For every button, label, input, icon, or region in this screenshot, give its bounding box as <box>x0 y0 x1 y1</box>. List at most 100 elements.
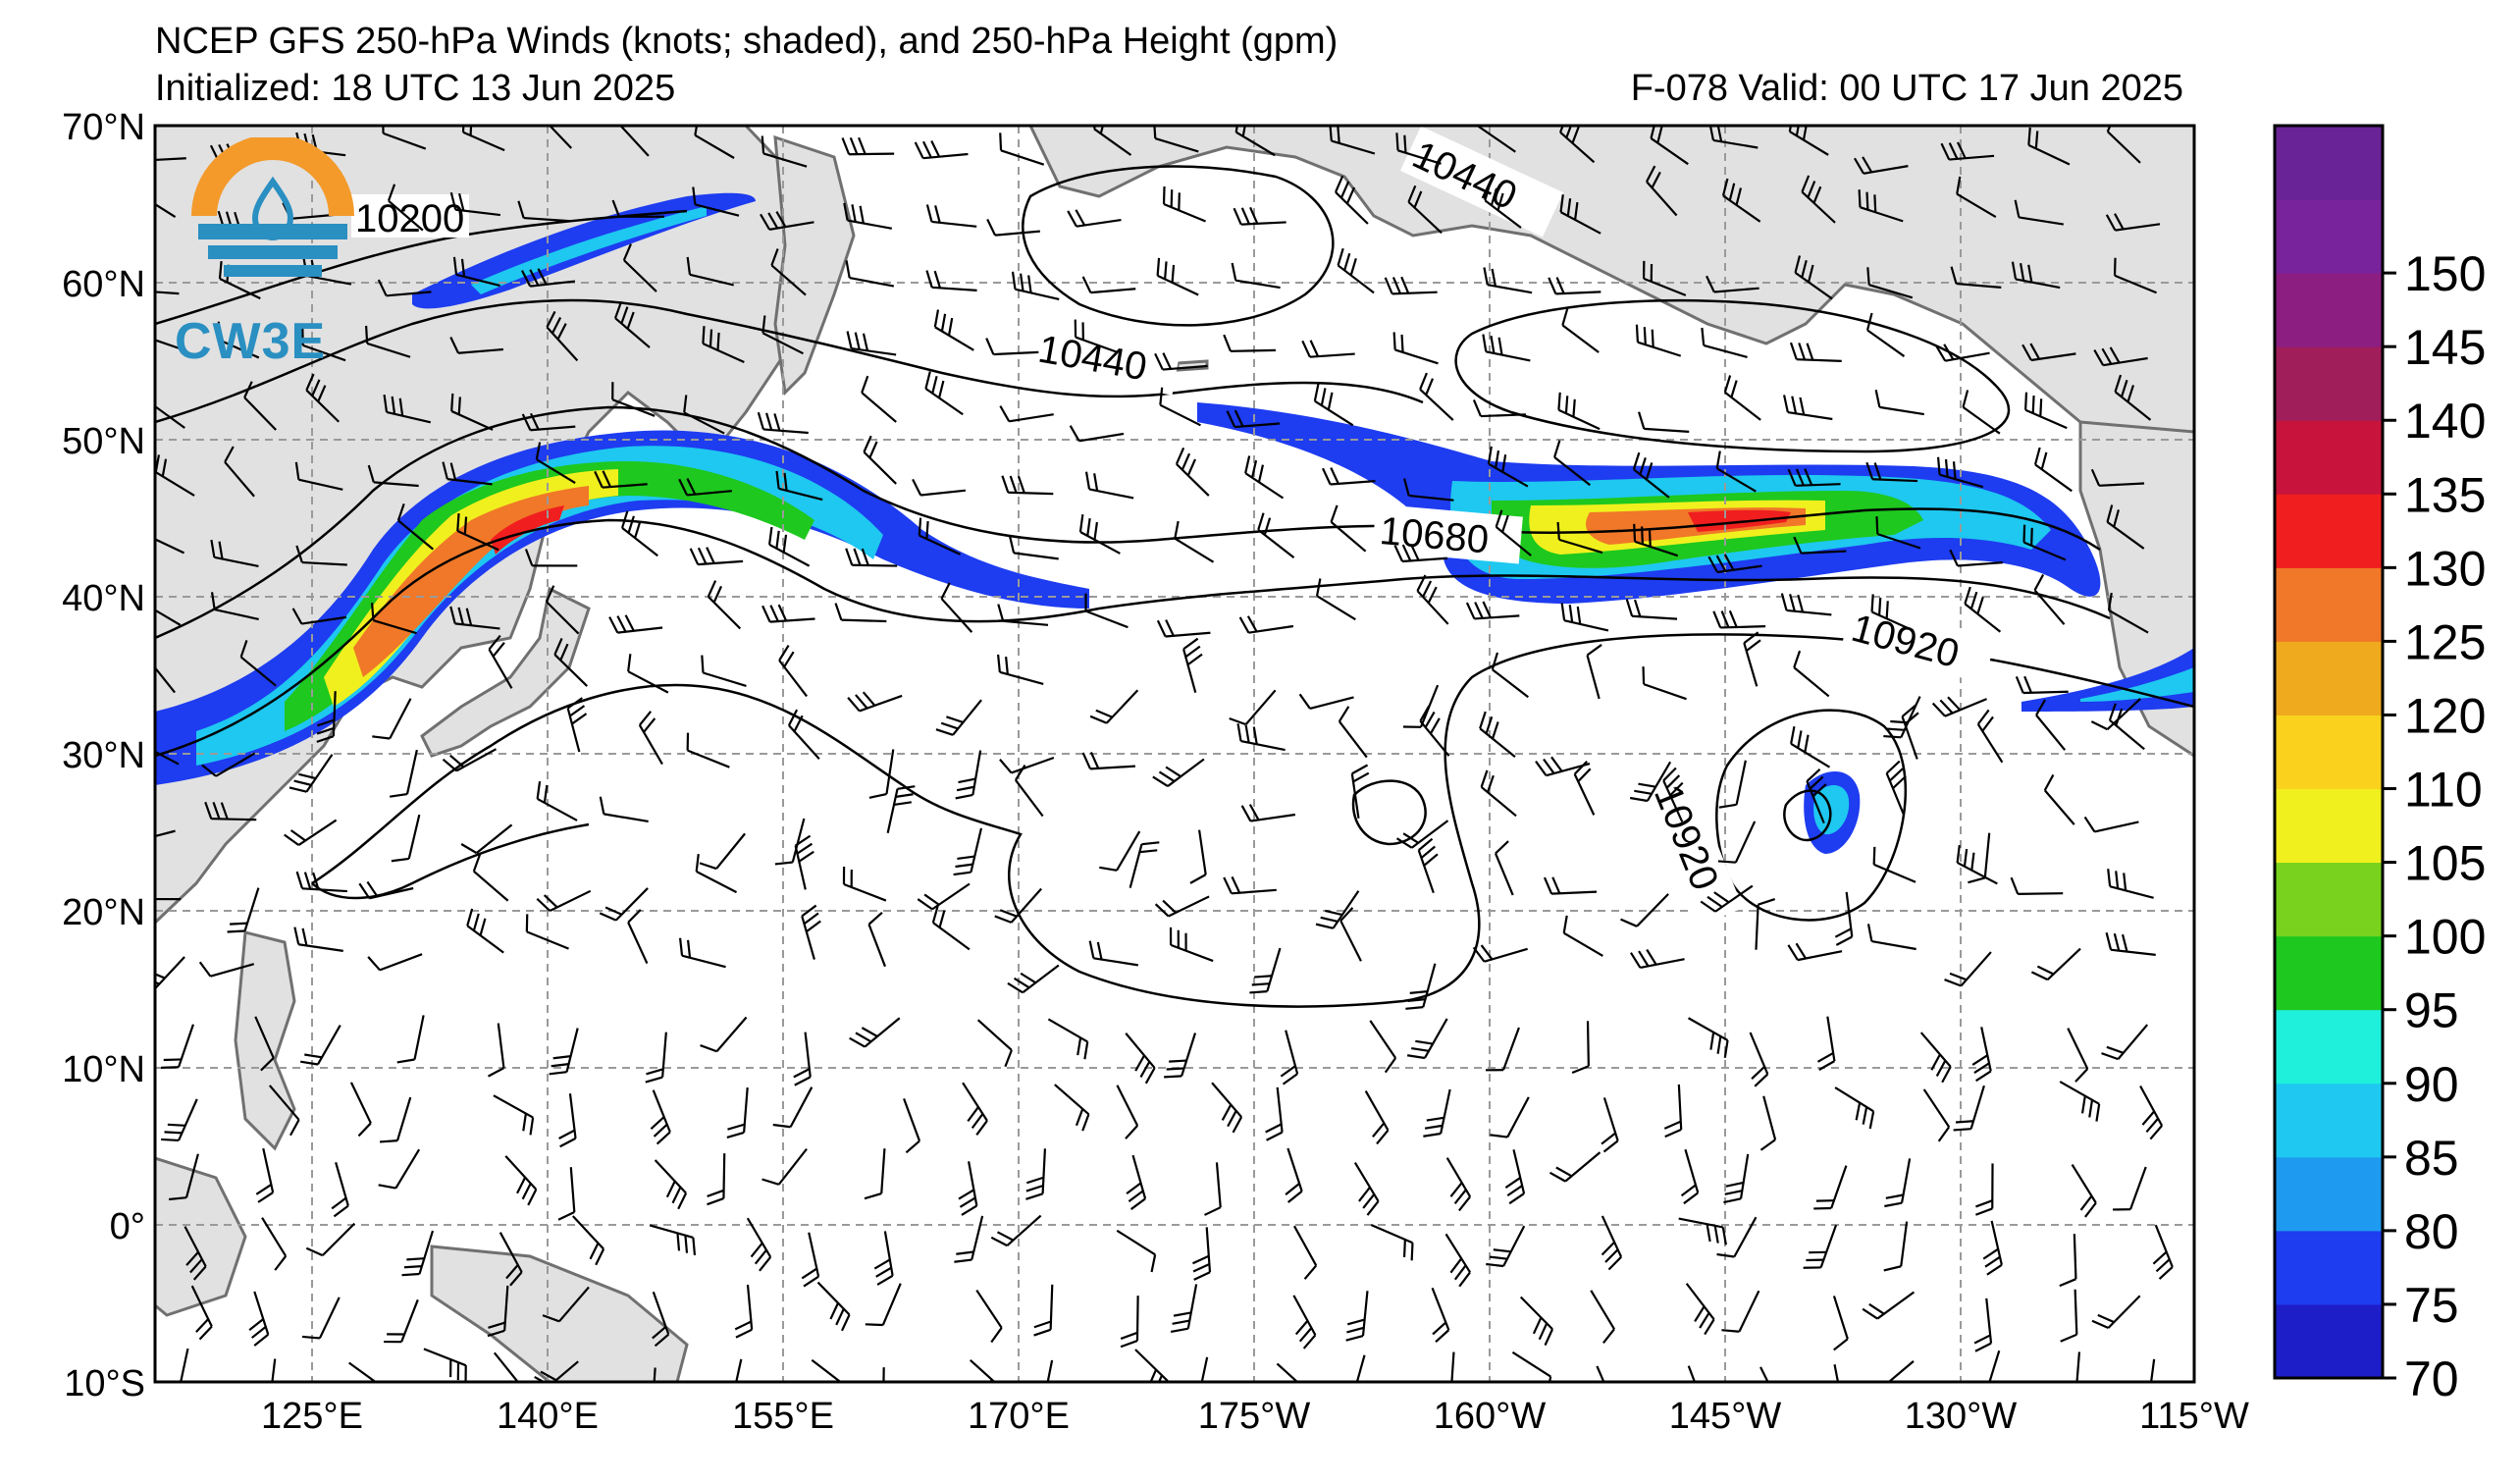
wind-barb-flag <box>1745 639 1761 652</box>
wind-barb-flag <box>295 545 303 563</box>
wind-barb <box>475 823 513 854</box>
wind-barb-flag <box>1601 1132 1616 1145</box>
wind-barb-flag <box>1330 467 1339 485</box>
contour-10680-b <box>155 518 2111 758</box>
wind-barb-flag <box>1969 591 1978 609</box>
wind-barb-flag <box>652 1325 667 1340</box>
wind-barb-flag <box>1154 352 1164 371</box>
wind-barb <box>789 1086 814 1128</box>
wind-barb-flag <box>293 779 312 786</box>
wind-barb-flag <box>1231 875 1241 894</box>
wind-barb <box>1644 427 1690 433</box>
wind-barb-flag <box>1816 1051 1834 1063</box>
wind-barb-flag <box>1153 126 1157 139</box>
wind-barb-flag <box>161 1138 180 1142</box>
wind-barb-flag <box>461 126 465 132</box>
wind-barb <box>1590 1290 1615 1330</box>
wind-barb-flag <box>1025 1192 1043 1200</box>
wind-barb-flag <box>1635 324 1640 343</box>
wind-barb-flag <box>1249 990 1268 994</box>
wind-barb-flag <box>656 1131 671 1145</box>
wind-speed-shading <box>155 192 2194 854</box>
wind-barb-flag <box>1223 334 1232 352</box>
wind-barb <box>318 1297 341 1339</box>
wind-barb <box>1636 893 1669 927</box>
wind-barb-flag <box>1449 1182 1463 1197</box>
wind-barb-flag <box>536 780 542 800</box>
wind-barb-flag <box>2083 816 2096 833</box>
wind-barb-flag <box>1410 1243 1414 1261</box>
wind-barb-flag <box>1758 898 1776 906</box>
wind-barb-flag <box>1723 1197 1742 1204</box>
wind-barb-flag <box>1231 262 1237 281</box>
wind-barb-flag <box>1904 712 1919 725</box>
wind-barb <box>1355 1354 1366 1382</box>
wind-barb-flag <box>1700 900 1716 913</box>
wind-barb-flag <box>1144 1067 1156 1085</box>
wind-barb-flag <box>931 905 939 924</box>
wind-barb <box>1962 406 2001 435</box>
wind-barb-flag <box>1372 1122 1386 1138</box>
wind-barb-flag <box>1656 126 1663 143</box>
wind-barb-flag <box>1084 471 1091 490</box>
wind-barb-flag <box>2059 1278 2076 1288</box>
wind-barb-flag <box>2060 1389 2076 1394</box>
wind-barb-flag <box>1556 521 1560 540</box>
wind-barb-flag <box>358 882 371 899</box>
wind-barb-flag <box>1352 771 1370 783</box>
wind-barb-flag <box>1263 517 1272 536</box>
wind-barb-flag <box>1183 1386 1201 1389</box>
wind-barb-flag <box>1423 853 1439 867</box>
wind-barb-flag <box>1543 758 1555 774</box>
wind-barb <box>687 749 730 768</box>
wind-barb-flag <box>2088 1099 2094 1118</box>
wind-barb-flag <box>1883 1265 1902 1272</box>
wind-barb <box>722 1153 726 1199</box>
colorbar-segment <box>2275 715 2383 790</box>
wind-barb-flag <box>620 306 629 324</box>
wind-barb-flag <box>1346 1326 1365 1334</box>
wind-barb-flag <box>370 603 375 621</box>
wind-barb-flag <box>543 894 558 909</box>
wind-barb-flag <box>1193 1271 1211 1281</box>
wind-barb-flag <box>1633 523 1637 542</box>
wind-barb-flag <box>1086 517 1091 537</box>
wind-barb <box>653 1367 656 1382</box>
wind-barb <box>497 1023 505 1069</box>
wind-barb-flag <box>1485 715 1494 734</box>
wind-barb <box>394 1148 421 1190</box>
wind-barb-flag <box>571 713 588 725</box>
wind-barb-flag <box>1964 586 1971 605</box>
wind-barb-flag <box>1640 526 1644 545</box>
wind-barb <box>2128 1166 2147 1210</box>
wind-barb-flag <box>1643 327 1647 345</box>
wind-barb-flag <box>930 140 941 158</box>
wind-barb-flag <box>492 642 505 658</box>
wind-barb-flag <box>702 326 706 344</box>
logo-text: CW3E <box>175 313 327 370</box>
wind-barb-flag <box>1435 1329 1450 1344</box>
wind-barb-flag <box>164 1131 183 1135</box>
wind-barb-flag <box>2030 971 2049 981</box>
wind-barb-flag <box>2152 1250 2168 1265</box>
wind-barb <box>1480 413 1526 418</box>
wind-barb-flag <box>765 412 773 431</box>
wind-barb-flag <box>1313 383 1320 401</box>
lat-tick-label: 60°N <box>62 264 145 305</box>
wind-barb-flag <box>925 521 929 540</box>
wind-barb-flag <box>1974 1342 1992 1352</box>
wind-barb <box>2018 892 2064 895</box>
wind-barb <box>1369 1020 1397 1059</box>
wind-barb-flag <box>1419 372 1428 391</box>
wind-barb-flag <box>665 1181 676 1198</box>
wind-barb-flag <box>1724 1190 1743 1195</box>
wind-barb-flag <box>783 651 795 668</box>
colorbar-tick-label: 145 <box>2404 320 2486 375</box>
wind-barb-flag <box>1949 972 1968 981</box>
wind-barb-flag <box>1490 336 1496 354</box>
wind-barb <box>457 347 503 354</box>
wind-barb-flag <box>383 394 389 413</box>
wind-barb-flag <box>1793 536 1803 555</box>
wind-barb-flag <box>540 99 548 115</box>
